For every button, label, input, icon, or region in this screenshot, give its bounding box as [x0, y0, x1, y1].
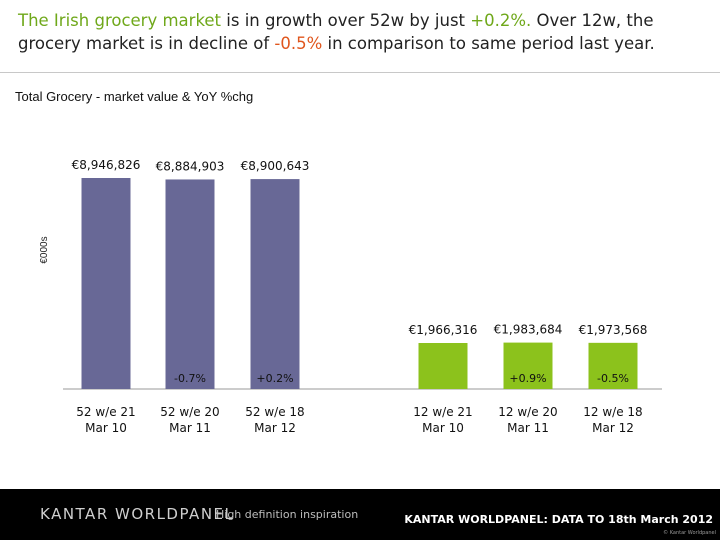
data-source-note: KANTAR WORLDPANEL: DATA TO 18th March 20…	[404, 513, 713, 526]
copyright-note: © Kantar Worldpanel	[663, 530, 716, 536]
headline-text-1: is in growth over 52w by just	[221, 11, 471, 30]
bar-52w-1	[81, 178, 131, 389]
footer-tagline: High definition inspiration	[216, 508, 359, 521]
x-tick-label-52w-1: 52 w/e 21 Mar 10	[76, 405, 135, 435]
value-label-12w-1: €1,966,316	[409, 323, 478, 337]
headline-subject: The Irish grocery market	[18, 11, 222, 30]
bar-12w-1	[418, 343, 468, 389]
yoy-change-52w-2: -0.7%	[174, 372, 206, 385]
bar-52w-3	[250, 179, 300, 389]
chart-title: Total Grocery - market value & YoY %chg	[15, 89, 254, 104]
value-label-52w-3: €8,900,643	[241, 159, 310, 173]
value-label-12w-2: €1,983,684	[494, 323, 563, 337]
x-tick-label-52w-2: 52 w/e 20 Mar 11	[160, 405, 219, 435]
bar-52w-2	[165, 179, 215, 389]
headline-text-2: Over 12w, the grocery market is in decli…	[18, 11, 654, 53]
bar-12w-2	[503, 342, 553, 389]
kantar-worldpanel-logo: KANTAR WORLDPANEL	[40, 505, 235, 523]
x-tick-label-12w-2: 12 w/e 20 Mar 11	[498, 405, 557, 435]
x-tick-label-52w-3: 52 w/e 18 Mar 12	[245, 405, 304, 435]
headline-growth-value: +0.2%.	[470, 11, 532, 30]
yoy-change-12w-2: +0.9%	[509, 372, 546, 385]
x-tick-label-12w-1: 12 w/e 21 Mar 10	[413, 405, 472, 435]
footer-bar: KANTAR WORLDPANEL High definition inspir…	[0, 489, 720, 540]
headline-decline-value: -0.5%	[274, 34, 323, 53]
bar-chart: €8,946,826 52 w/e 21 Mar 10 €8,884,903 -0.7%…	[63, 158, 662, 435]
headline: The Irish grocery market is in growth ov…	[18, 9, 708, 55]
yoy-change-52w-3: +0.2%	[256, 372, 293, 385]
header-divider	[0, 72, 720, 73]
headline-text-3: in comparison to same period last year.	[322, 34, 655, 53]
x-tick-label-12w-3: 12 w/e 18 Mar 12	[583, 405, 642, 435]
value-label-12w-3: €1,973,568	[579, 323, 648, 337]
value-label-52w-1: €8,946,826	[72, 158, 141, 172]
value-label-52w-2: €8,884,903	[156, 159, 225, 173]
yoy-change-12w-3: -0.5%	[597, 372, 629, 385]
bar-12w-3	[588, 342, 638, 389]
